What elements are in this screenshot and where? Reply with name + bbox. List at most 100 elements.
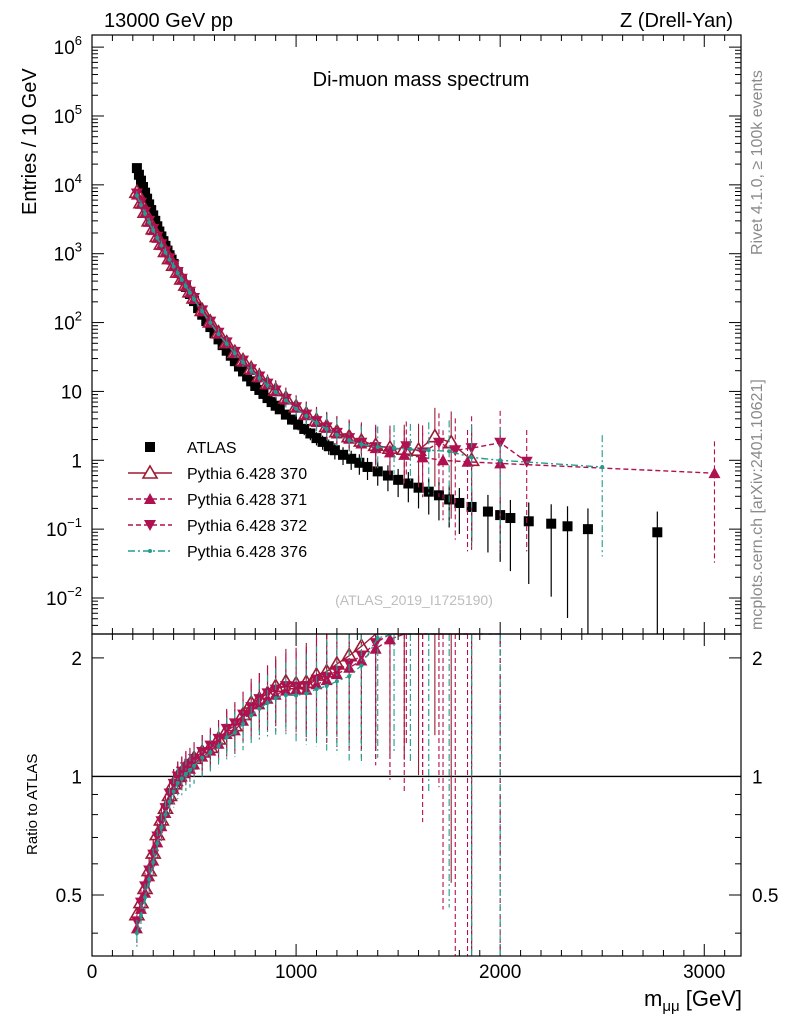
atlas-point (652, 527, 663, 538)
atlas-point (393, 474, 404, 485)
ratio-line (136, 633, 501, 922)
legend-marker (148, 549, 152, 553)
atlas-point (323, 441, 334, 452)
watermark: (ATLAS_2019_I1725190) (335, 592, 493, 608)
header-left: 13000 GeV pp (104, 10, 233, 32)
legend-marker (144, 520, 156, 531)
atlas-point (403, 478, 414, 489)
main-panel-data (128, 163, 721, 634)
series-line (136, 194, 715, 474)
x-tick-label: 1000 (275, 962, 317, 983)
atlas-point (287, 414, 298, 425)
series-point (469, 455, 474, 460)
ratio-panel-data (92, 633, 741, 956)
legend-label: ATLAS (187, 440, 237, 457)
ratio-tick-label: 1 (71, 767, 82, 788)
legend-label: Pythia 6.428 376 (187, 544, 307, 561)
axes (91, 35, 741, 956)
series-point (494, 437, 507, 449)
series-point (159, 243, 164, 248)
ratio-tick-label: 1 (752, 767, 763, 788)
series-point (147, 220, 152, 225)
series-point (143, 211, 148, 216)
ratio-point (228, 718, 241, 730)
series-point (167, 257, 172, 262)
series-point (398, 448, 411, 460)
series-point (249, 368, 254, 373)
series-point (498, 458, 503, 463)
series-point (192, 297, 197, 302)
mcplots-label: mcplots.cern.ch [arXiv:2401.10621] (749, 379, 766, 630)
ratio-tick-label: 0.5 (56, 886, 82, 907)
atlas-point (523, 516, 534, 527)
series-point (179, 278, 184, 283)
x-tick-label: 0 (87, 962, 98, 983)
y-tick-label: 106 (54, 33, 82, 59)
series-point (708, 467, 721, 479)
ratio-axis-label: Ratio to ATLAS (24, 754, 41, 855)
header-right: Z (Drell-Yan) (620, 10, 733, 32)
series-point (600, 464, 605, 469)
atlas-point (317, 436, 328, 447)
panel-frames (91, 34, 742, 957)
atlas-point (305, 428, 316, 439)
series-point (375, 445, 380, 450)
atlas-point (140, 187, 151, 198)
y-tick-label: 105 (54, 102, 82, 128)
series-point (138, 202, 143, 207)
atlas-point (362, 461, 373, 472)
ratio-point (279, 681, 292, 693)
legend-marker (145, 442, 155, 452)
atlas-point (138, 182, 149, 193)
atlas-point (505, 513, 516, 524)
series-point (426, 448, 431, 453)
y-tick-label: 10 (61, 382, 82, 403)
series-point (265, 383, 270, 388)
atlas-point (229, 356, 240, 367)
atlas-point (582, 524, 593, 535)
series-point (432, 437, 445, 449)
series-point (347, 438, 352, 443)
y-tick-label: 103 (54, 240, 82, 266)
tick-labels: 10−2 10−1 1 10 102 103 104 105 106 0 1000 2000 3000 0… (46, 33, 778, 983)
ratio-point (283, 693, 288, 698)
series-point (151, 228, 156, 233)
series-point (465, 443, 478, 455)
atlas-point (354, 457, 365, 468)
series-point (359, 442, 364, 447)
atlas-point (133, 169, 144, 180)
atlas-point (280, 409, 291, 420)
series-point (175, 271, 180, 276)
atlas-point (413, 482, 424, 493)
atlas-point (213, 334, 224, 345)
series-point (155, 236, 160, 241)
series-point (208, 320, 213, 325)
atlas-point (148, 210, 159, 221)
ratio-line (136, 633, 501, 934)
series-point (324, 426, 329, 431)
series-point (369, 442, 382, 454)
series-point (134, 193, 139, 198)
atlas-point (372, 466, 383, 477)
ratio-tick-label: 2 (752, 649, 763, 670)
ratio-point (290, 681, 303, 693)
series-point (224, 341, 229, 346)
y-tick-label: 102 (54, 309, 82, 335)
series-point (334, 432, 339, 437)
atlas-point (329, 445, 340, 456)
ratio-point (151, 860, 156, 865)
series-line (136, 193, 528, 463)
y-tick-label: 10−2 (46, 584, 82, 610)
series-point (447, 449, 452, 454)
atlas-point (311, 433, 322, 444)
atlas-point (142, 193, 153, 204)
atlas-point (546, 518, 557, 529)
atlas-point (482, 506, 493, 517)
series-point (392, 446, 397, 451)
series-point (304, 413, 309, 418)
atlas-point (454, 497, 465, 508)
x-axis-label: mμμ [GeV] (644, 986, 742, 1015)
series-point (400, 441, 413, 453)
atlas-point (338, 449, 349, 460)
